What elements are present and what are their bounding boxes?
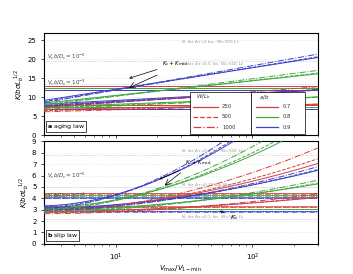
Text: $K_c$ for $\Delta\tau$=1 bo, W=500 $L_b$: $K_c$ for $\Delta\tau$=1 bo, W=500 $L_b$ bbox=[181, 38, 240, 46]
Y-axis label: $K/b\sigma L_b^{\ 1/2}$: $K/b\sigma L_b^{\ 1/2}$ bbox=[17, 177, 31, 208]
Text: $K_c$: $K_c$ bbox=[226, 109, 244, 117]
Y-axis label: $K/b\sigma L_b^{\ 1/2}$: $K/b\sigma L_b^{\ 1/2}$ bbox=[12, 68, 26, 99]
Text: $a/b$: $a/b$ bbox=[259, 93, 269, 101]
Text: $V_c b/D_c=10^{-5}$: $V_c b/D_c=10^{-5}$ bbox=[47, 52, 86, 62]
X-axis label: $V_{\rm max}/V_{1-\rm min}$: $V_{\rm max}/V_{1-\rm min}$ bbox=[160, 264, 202, 274]
Text: $W/L_b$: $W/L_b$ bbox=[196, 93, 211, 101]
Text: $\bf{a}$ aging law: $\bf{a}$ aging law bbox=[47, 122, 85, 131]
Text: 500: 500 bbox=[222, 114, 232, 119]
Text: 0.8: 0.8 bbox=[282, 114, 291, 119]
FancyBboxPatch shape bbox=[191, 92, 251, 134]
Text: 1000: 1000 bbox=[222, 125, 235, 130]
Text: $K_c$: $K_c$ bbox=[220, 211, 238, 222]
Text: $K_c$ for $\Delta\tau$=0.25 bo, W=500 $L_b$: $K_c$ for $\Delta\tau$=0.25 bo, W=500 $L… bbox=[181, 182, 247, 189]
Text: $K_c$ for $\Delta\tau$=0.1 bo, W=500 $L_b$: $K_c$ for $\Delta\tau$=0.1 bo, W=500 $L_… bbox=[181, 213, 244, 221]
Text: $V_c b/D_c=10^{-3}$: $V_c b/D_c=10^{-3}$ bbox=[47, 191, 86, 201]
Text: $K_c+K_{\rm mod}$: $K_c+K_{\rm mod}$ bbox=[160, 158, 211, 179]
Text: $K_c$ for $\Delta\tau$=0.5 bo, W=500 $L_b$: $K_c$ for $\Delta\tau$=0.5 bo, W=500 $L_… bbox=[181, 61, 244, 68]
Text: $K_c+K_{\rm mod}$: $K_c+K_{\rm mod}$ bbox=[130, 59, 189, 78]
Text: 250: 250 bbox=[222, 104, 232, 109]
Text: 0.7: 0.7 bbox=[282, 104, 291, 109]
Text: 0.9: 0.9 bbox=[282, 125, 291, 130]
Text: $V_c b/D_c=10^{-5}$: $V_c b/D_c=10^{-5}$ bbox=[47, 171, 86, 181]
FancyBboxPatch shape bbox=[251, 92, 305, 134]
Text: $\bf{b}$ slip law: $\bf{b}$ slip law bbox=[47, 231, 78, 240]
Text: $V_c b/D_c=10^{-3}$: $V_c b/D_c=10^{-3}$ bbox=[47, 78, 86, 88]
Text: $K_c$ for $\Delta\tau$=0.4 bo, W=500 $L_b$: $K_c$ for $\Delta\tau$=0.4 bo, W=500 $L_… bbox=[181, 147, 244, 155]
